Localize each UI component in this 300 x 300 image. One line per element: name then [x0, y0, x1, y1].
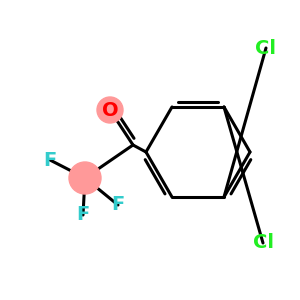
Text: Cl: Cl [256, 38, 277, 58]
Circle shape [97, 97, 123, 123]
Text: Cl: Cl [253, 233, 274, 253]
Text: F: F [111, 196, 124, 214]
Circle shape [69, 162, 101, 194]
Text: F: F [44, 151, 57, 169]
Text: F: F [76, 206, 90, 224]
Text: O: O [102, 100, 118, 119]
